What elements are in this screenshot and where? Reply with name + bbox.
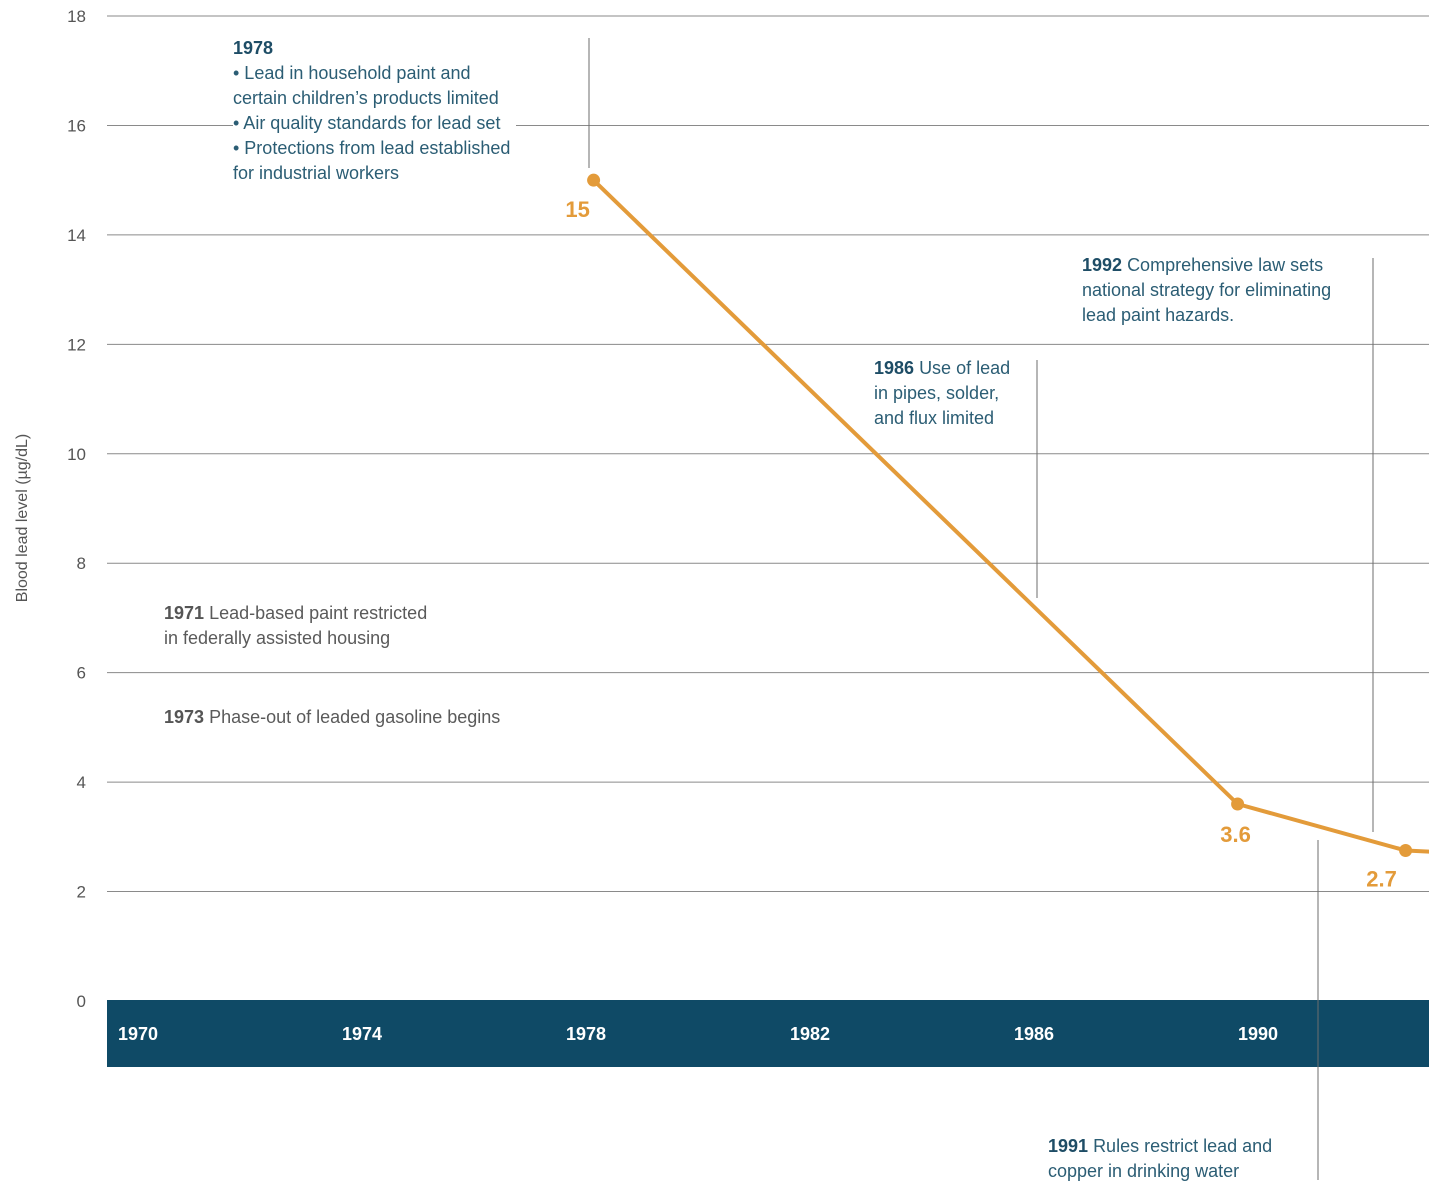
annotation-1978-line: certain children’s products limited: [233, 88, 499, 108]
annotation-1978-line: • Protections from lead established: [233, 138, 511, 158]
annotation-1986-line: and flux limited: [874, 408, 995, 428]
y-tick-label: 6: [77, 664, 86, 683]
annotation-1992-line: national strategy for eliminating: [1082, 280, 1332, 300]
series-line: [591, 178, 1429, 854]
y-axis-title: Blood lead level (µg/dL): [14, 434, 31, 602]
y-tick-label: 14: [67, 226, 86, 245]
annotation-1991-line: copper in drinking water: [1048, 1161, 1240, 1181]
x-tick-label: 1978: [566, 1024, 606, 1044]
annotation-1992-year: 1992: [1082, 255, 1123, 275]
y-tick-label: 18: [67, 7, 86, 26]
annotation-1986-year: 1986: [874, 358, 915, 378]
y-tick-label: 12: [67, 335, 86, 354]
x-axis-band: [107, 1000, 1429, 1067]
x-tick-labels: 1970 1974 1978 1982 1986 1990: [118, 1024, 1278, 1044]
data-point: [1399, 844, 1413, 858]
annotation-1978: 1978 • Lead in household paint and certa…: [233, 36, 517, 186]
series-line-layer: 15 3.6 2.7: [565, 173, 1429, 892]
y-tick-label: 2: [77, 883, 86, 902]
annotation-1991-line: Rules restrict lead and: [1093, 1136, 1273, 1156]
annotation-1986-line: in pipes, solder,: [874, 383, 1000, 403]
annotation-1986: 1986 Use of lead in pipes, solder, and f…: [874, 356, 1015, 431]
data-point: [587, 173, 601, 187]
y-tick-label: 8: [77, 554, 86, 573]
annotation-1978-year: 1978: [233, 38, 274, 58]
annotation-1992-line: lead paint hazards.: [1082, 305, 1235, 325]
y-tick-label: 10: [67, 445, 86, 464]
annotation-leaders: [588, 38, 1374, 1180]
annotation-1978-line: • Lead in household paint and: [233, 63, 471, 83]
annotation-1971-year: 1971: [164, 603, 205, 623]
data-label: 2.7: [1366, 867, 1397, 892]
y-tick-labels: 0 2 4 6 8 10 12 14 16 18: [67, 7, 86, 1011]
x-tick-label: 1990: [1238, 1024, 1278, 1044]
annotation-1992: 1992 Comprehensive law sets national str…: [1082, 253, 1338, 328]
annotation-1973-line: Phase-out of leaded gasoline begins: [209, 707, 501, 727]
annotation-1973: 1973 Phase-out of leaded gasoline begins: [164, 705, 501, 730]
annotation-1978-line: • Air quality standards for lead set: [233, 113, 501, 133]
annotation-1973-year: 1973: [164, 707, 205, 727]
y-tick-label: 4: [77, 773, 86, 792]
gridlines: [107, 15, 1429, 893]
annotation-1991: 1991 Rules restrict lead and copper in d…: [1048, 1134, 1279, 1184]
y-tick-label: 0: [77, 992, 86, 1011]
annotation-1978-line: for industrial workers: [233, 163, 400, 183]
annotation-1986-line: Use of lead: [919, 358, 1011, 378]
x-tick-label: 1974: [342, 1024, 382, 1044]
data-point: [1231, 797, 1245, 811]
annotation-1991-year: 1991: [1048, 1136, 1089, 1156]
data-label: 3.6: [1220, 822, 1251, 847]
x-tick-label: 1986: [1014, 1024, 1054, 1044]
annotation-1971-line: Lead-based paint restricted: [209, 603, 428, 623]
annotation-1992-line: Comprehensive law sets: [1127, 255, 1324, 275]
annotation-1971: 1971 Lead-based paint restricted in fede…: [164, 601, 428, 651]
y-tick-label: 16: [67, 116, 86, 135]
x-tick-label: 1982: [790, 1024, 830, 1044]
x-tick-label: 1970: [118, 1024, 158, 1044]
annotation-1971-line: in federally assisted housing: [164, 628, 391, 648]
data-label: 15: [565, 197, 589, 222]
